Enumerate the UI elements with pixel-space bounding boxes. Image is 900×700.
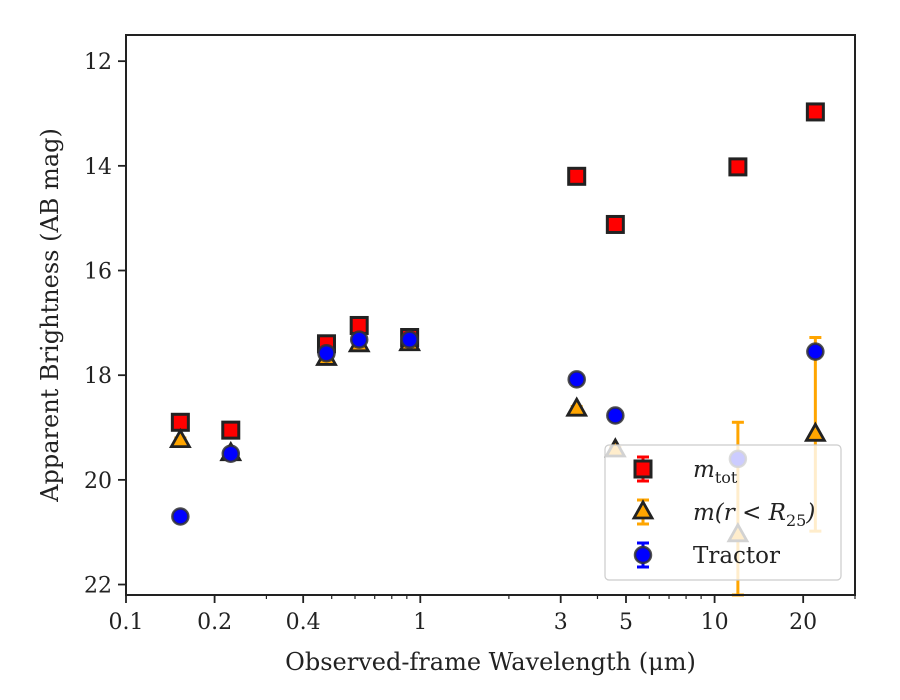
legend-label: mtot	[693, 457, 738, 487]
data-point-square	[728, 157, 748, 177]
y-tick-label: 14	[84, 155, 112, 180]
legend-label: m(r < R25)	[693, 500, 815, 530]
legend-marker-triangle	[631, 499, 655, 520]
y-tick-label: 18	[84, 364, 112, 389]
legend-label: Tractor	[693, 543, 780, 569]
x-tick-label: 0.2	[197, 610, 232, 635]
data-point-circle	[221, 444, 241, 463]
y-axis-title: Apparent Brightness (AB mag)	[36, 128, 64, 503]
data-point-square	[567, 166, 587, 186]
data-point-circle	[400, 330, 419, 349]
data-point-circle	[171, 507, 190, 526]
data-point-square	[221, 420, 241, 440]
y-tick-label: 12	[84, 50, 112, 75]
x-axis-title: Observed-frame Wavelength (μm)	[285, 648, 696, 676]
data-point-square	[805, 102, 825, 122]
data-point-circle	[317, 343, 336, 363]
y-tick-label: 20	[84, 469, 112, 494]
x-tick-label: 0.4	[286, 610, 321, 635]
plot-area-frame	[125, 34, 856, 596]
y-tick-label: 16	[84, 260, 112, 285]
data-point-circle	[606, 406, 625, 425]
y-tick-label: 22	[84, 574, 112, 599]
x-tick-label: 1	[413, 610, 427, 635]
x-tick-label: 10	[701, 610, 729, 635]
data-point-circle	[806, 342, 825, 361]
x-tick-label: 3	[554, 610, 568, 635]
data-point-triangle	[803, 421, 827, 442]
legend-marker-circle	[633, 545, 653, 565]
x-tick-label: 20	[789, 610, 817, 635]
data-point-triangle	[168, 427, 192, 449]
legend-marker-square	[633, 459, 653, 479]
x-tick-label: 0.1	[109, 610, 144, 635]
data-point-circle	[349, 330, 369, 349]
data-point-circle	[567, 370, 586, 389]
series-m_tot	[170, 102, 825, 440]
legend-frame	[604, 444, 842, 581]
data-point-square	[605, 214, 625, 234]
x-tick-label: 5	[619, 610, 633, 635]
legend: mtot m(r < R25) Tractor	[604, 444, 842, 581]
data-point-triangle	[565, 396, 589, 417]
